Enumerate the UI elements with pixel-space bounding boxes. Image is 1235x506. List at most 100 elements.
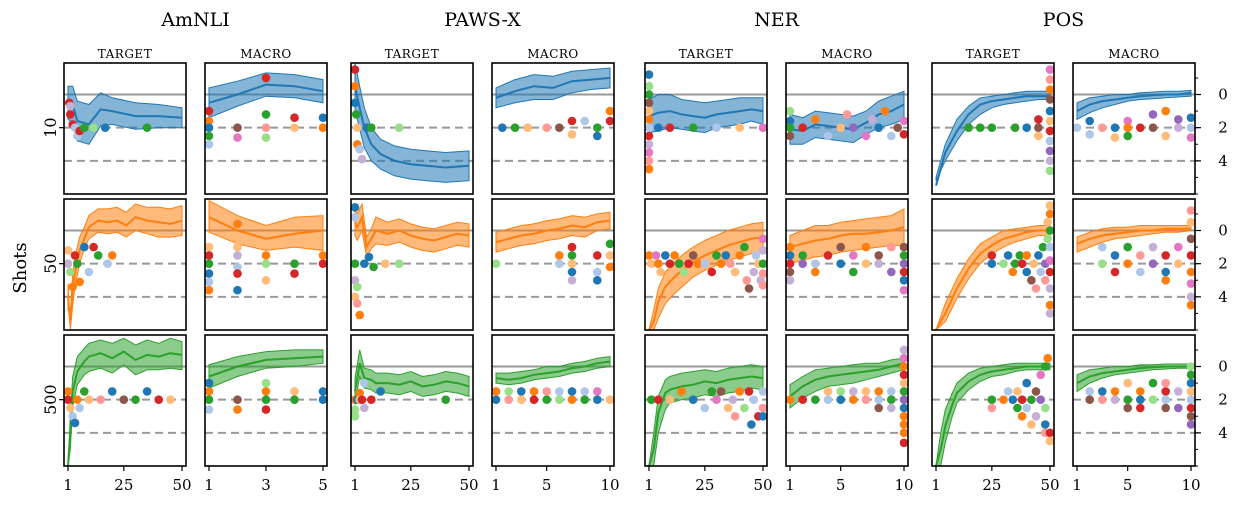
rank-dot xyxy=(1174,387,1183,396)
rank-dot xyxy=(651,251,661,260)
rank-dot xyxy=(131,395,140,405)
rank-dot xyxy=(1045,85,1054,94)
rank-dot xyxy=(351,412,360,421)
rank-dot xyxy=(1161,106,1170,116)
rank-dot xyxy=(735,251,744,260)
rank-dot xyxy=(1010,259,1020,269)
rank-dot xyxy=(899,345,908,355)
rank-dot xyxy=(1110,251,1120,260)
rank-dot xyxy=(605,251,614,260)
rank-dot xyxy=(1043,217,1052,227)
rank-dot xyxy=(1174,259,1183,269)
rank-dot xyxy=(498,123,507,132)
rank-dot xyxy=(730,412,740,421)
rank-dot xyxy=(567,276,577,285)
rank-dot xyxy=(679,267,689,277)
rank-dot xyxy=(740,242,749,252)
rank-dot xyxy=(567,395,577,405)
rank-dot xyxy=(290,123,299,132)
mean-line xyxy=(935,229,1050,330)
rank-dot xyxy=(645,148,654,157)
rank-dot xyxy=(758,123,767,132)
confidence-band xyxy=(354,63,470,183)
rank-dot xyxy=(1022,267,1031,277)
rank-dot xyxy=(798,123,807,132)
rank-dot xyxy=(351,292,360,302)
rank-dot xyxy=(261,276,271,285)
rank-dot xyxy=(707,387,717,396)
rank-dot xyxy=(647,259,656,269)
rank-dot xyxy=(364,252,374,262)
rank-dot xyxy=(1008,267,1018,277)
rank-dot xyxy=(1010,123,1020,132)
rank-dot xyxy=(205,116,214,126)
rank-dot xyxy=(580,395,589,405)
rank-dot xyxy=(1045,65,1054,74)
rank-dot xyxy=(523,123,532,132)
rank-dot xyxy=(1045,209,1054,219)
rank-dot xyxy=(205,140,214,149)
panel-frame xyxy=(1072,334,1196,467)
panel-frame xyxy=(63,62,187,195)
panel xyxy=(786,90,908,162)
rank-dot xyxy=(1148,110,1158,119)
panel xyxy=(492,356,614,434)
panel xyxy=(64,337,186,466)
confidence-band xyxy=(648,364,764,466)
rank-dot xyxy=(529,387,539,396)
rank-dot xyxy=(1017,395,1027,405)
x-tick-label: 10 xyxy=(600,476,619,494)
rank-dot xyxy=(1186,267,1195,277)
rank-dot xyxy=(899,362,908,371)
rank-dot xyxy=(987,403,997,413)
rank-dot xyxy=(1161,395,1170,405)
rank-dot xyxy=(70,251,80,260)
rank-dot xyxy=(66,403,75,413)
rank-dot xyxy=(261,378,271,388)
mean-line xyxy=(354,362,470,392)
rank-dot xyxy=(1034,131,1043,141)
panel xyxy=(932,353,1054,466)
rank-dot xyxy=(567,387,577,396)
rank-dot xyxy=(730,267,740,277)
x-tick-label: 50 xyxy=(172,476,191,494)
rank-dot xyxy=(1161,378,1170,388)
rank-dot xyxy=(1186,251,1195,260)
rank-dot xyxy=(261,73,271,83)
rank-dot xyxy=(1186,412,1195,421)
rank-dot xyxy=(1186,420,1195,429)
rank-dot xyxy=(893,123,902,132)
rank-dot xyxy=(1174,123,1183,132)
rank-dot xyxy=(836,387,845,396)
rank-dot xyxy=(861,242,871,252)
panel-frame xyxy=(931,198,1055,331)
panel-frame xyxy=(931,62,1055,195)
x-tick-label: 1 xyxy=(204,476,214,494)
rank-dot xyxy=(567,130,577,139)
rank-dot xyxy=(1123,378,1132,388)
rank-dot xyxy=(367,123,376,132)
rank-dot xyxy=(874,259,883,269)
rank-dot xyxy=(318,123,327,132)
rank-dot xyxy=(1136,251,1145,260)
panel xyxy=(205,199,327,298)
rank-dot xyxy=(786,259,795,268)
right-tick-label: 2 xyxy=(1218,255,1228,273)
task-title: POS xyxy=(1043,9,1084,31)
rank-dot xyxy=(861,259,871,269)
rank-dot xyxy=(1098,242,1107,252)
rank-dot xyxy=(290,269,299,278)
rank-dot xyxy=(823,131,833,141)
rank-dot xyxy=(712,123,721,132)
rank-dot xyxy=(261,251,271,260)
rank-dot xyxy=(542,123,551,132)
rank-dot xyxy=(542,387,551,396)
rank-dot xyxy=(360,259,369,269)
x-tick-label: 5 xyxy=(542,476,552,494)
rank-dot xyxy=(899,242,908,252)
rank-dot xyxy=(205,251,214,260)
rank-dot xyxy=(1045,156,1054,166)
rank-dot xyxy=(369,262,378,272)
rank-dot xyxy=(1017,259,1027,269)
rank-dot xyxy=(647,395,656,405)
